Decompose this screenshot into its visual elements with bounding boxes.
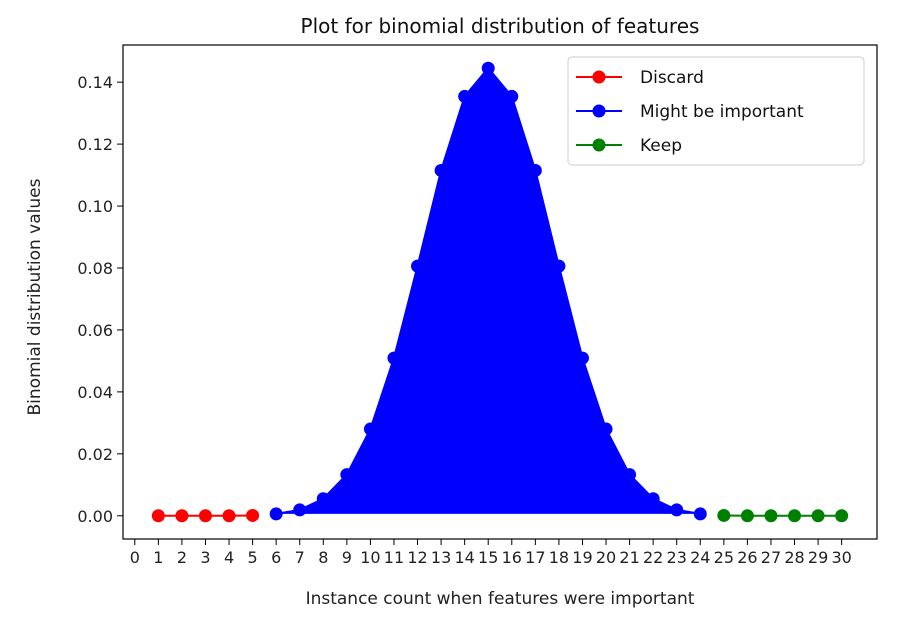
plot-area (151, 61, 849, 523)
y-axis-label: Binomial distribution values (25, 178, 45, 415)
legend-marker-discard (592, 70, 606, 84)
legend-label-keep: Keep (640, 136, 682, 156)
x-tick-label: 11 (384, 548, 404, 567)
data-point-keep (788, 509, 802, 523)
legend-marker-might-be-important (592, 104, 606, 118)
x-tick-label: 13 (431, 548, 451, 567)
data-point-keep (717, 508, 731, 522)
data-point-might-be-important (623, 468, 637, 482)
chart-title: Plot for binomial distribution of featur… (301, 14, 700, 38)
x-tick-label: 27 (761, 548, 781, 567)
x-tick-label: 18 (549, 548, 569, 567)
x-tick-label: 5 (248, 548, 258, 567)
legend-label-discard: Discard (640, 68, 704, 88)
data-point-might-be-important (481, 61, 495, 75)
x-tick-label: 20 (596, 548, 616, 567)
legend: Discard Might be important Keep (567, 56, 865, 166)
data-point-might-be-important (316, 492, 330, 506)
data-point-might-be-important (552, 259, 566, 273)
legend-box (567, 56, 865, 166)
x-tick-label: 10 (360, 548, 380, 567)
data-point-might-be-important (670, 503, 684, 517)
data-point-discard (151, 509, 165, 523)
x-tick-label: 9 (342, 548, 352, 567)
y-tick-label: 0.10 (77, 197, 113, 216)
data-point-might-be-important (528, 163, 542, 177)
axis-ticks: 0 1 2 3 4 5 6 7 8 9 10 11 12 13 14 15 16 17 18 19 20 21 22 23 24… (77, 73, 851, 567)
y-tick-label: 0.12 (77, 135, 113, 154)
data-point-might-be-important (575, 351, 589, 365)
x-tick-label: 26 (737, 548, 757, 567)
x-tick-label: 17 (525, 548, 545, 567)
x-tick-label: 7 (295, 548, 305, 567)
x-axis-label: Instance count when features were import… (306, 589, 695, 609)
x-tick-label: 29 (808, 548, 828, 567)
data-point-might-be-important (646, 492, 660, 506)
x-tick-label: 21 (619, 548, 639, 567)
data-point-might-be-important (505, 89, 519, 103)
x-tick-label: 25 (714, 548, 734, 567)
x-tick-label: 1 (153, 548, 163, 567)
data-point-might-be-important (599, 422, 613, 436)
data-point-might-be-important (693, 507, 707, 521)
axes-frame (122, 44, 878, 540)
data-point-might-be-important (387, 351, 401, 365)
data-point-keep (740, 509, 754, 523)
x-tick-label: 23 (667, 548, 687, 567)
x-tick-label: 3 (200, 548, 210, 567)
x-tick-label: 6 (271, 548, 281, 567)
y-tick-label: 0.00 (77, 507, 113, 526)
x-tick-label: 15 (478, 548, 498, 567)
x-tick-label: 0 (130, 548, 140, 567)
x-tick-label: 14 (454, 548, 474, 567)
legend-marker-keep (592, 138, 606, 152)
data-point-might-be-important (458, 89, 472, 103)
x-tick-label: 24 (690, 548, 710, 567)
y-tick-label: 0.14 (77, 73, 113, 92)
x-tick-label: 8 (318, 548, 328, 567)
data-point-might-be-important (411, 259, 425, 273)
data-point-discard (198, 509, 212, 523)
data-point-might-be-important (269, 507, 283, 521)
y-tick-label: 0.04 (77, 383, 113, 402)
data-point-might-be-important (340, 468, 354, 482)
x-tick-label: 22 (643, 548, 663, 567)
x-tick-label: 2 (177, 548, 187, 567)
legend-label-might-be-important: Might be important (640, 102, 804, 122)
x-tick-label: 30 (831, 548, 851, 567)
data-point-keep (835, 509, 849, 523)
x-tick-label: 19 (572, 548, 592, 567)
data-point-keep (811, 509, 825, 523)
x-tick-label: 12 (407, 548, 427, 567)
data-point-might-be-important (293, 503, 307, 517)
series-fill-might-be-important (276, 68, 701, 514)
x-tick-label: 4 (224, 548, 234, 567)
x-tick-label: 28 (784, 548, 804, 567)
data-point-might-be-important (363, 422, 377, 436)
data-point-discard (222, 509, 236, 523)
data-point-discard (246, 508, 260, 522)
data-point-might-be-important (434, 163, 448, 177)
data-point-discard (175, 509, 189, 523)
y-tick-label: 0.02 (77, 445, 113, 464)
y-tick-label: 0.06 (77, 321, 113, 340)
data-point-keep (764, 509, 778, 523)
x-tick-label: 16 (502, 548, 522, 567)
y-tick-label: 0.08 (77, 259, 113, 278)
